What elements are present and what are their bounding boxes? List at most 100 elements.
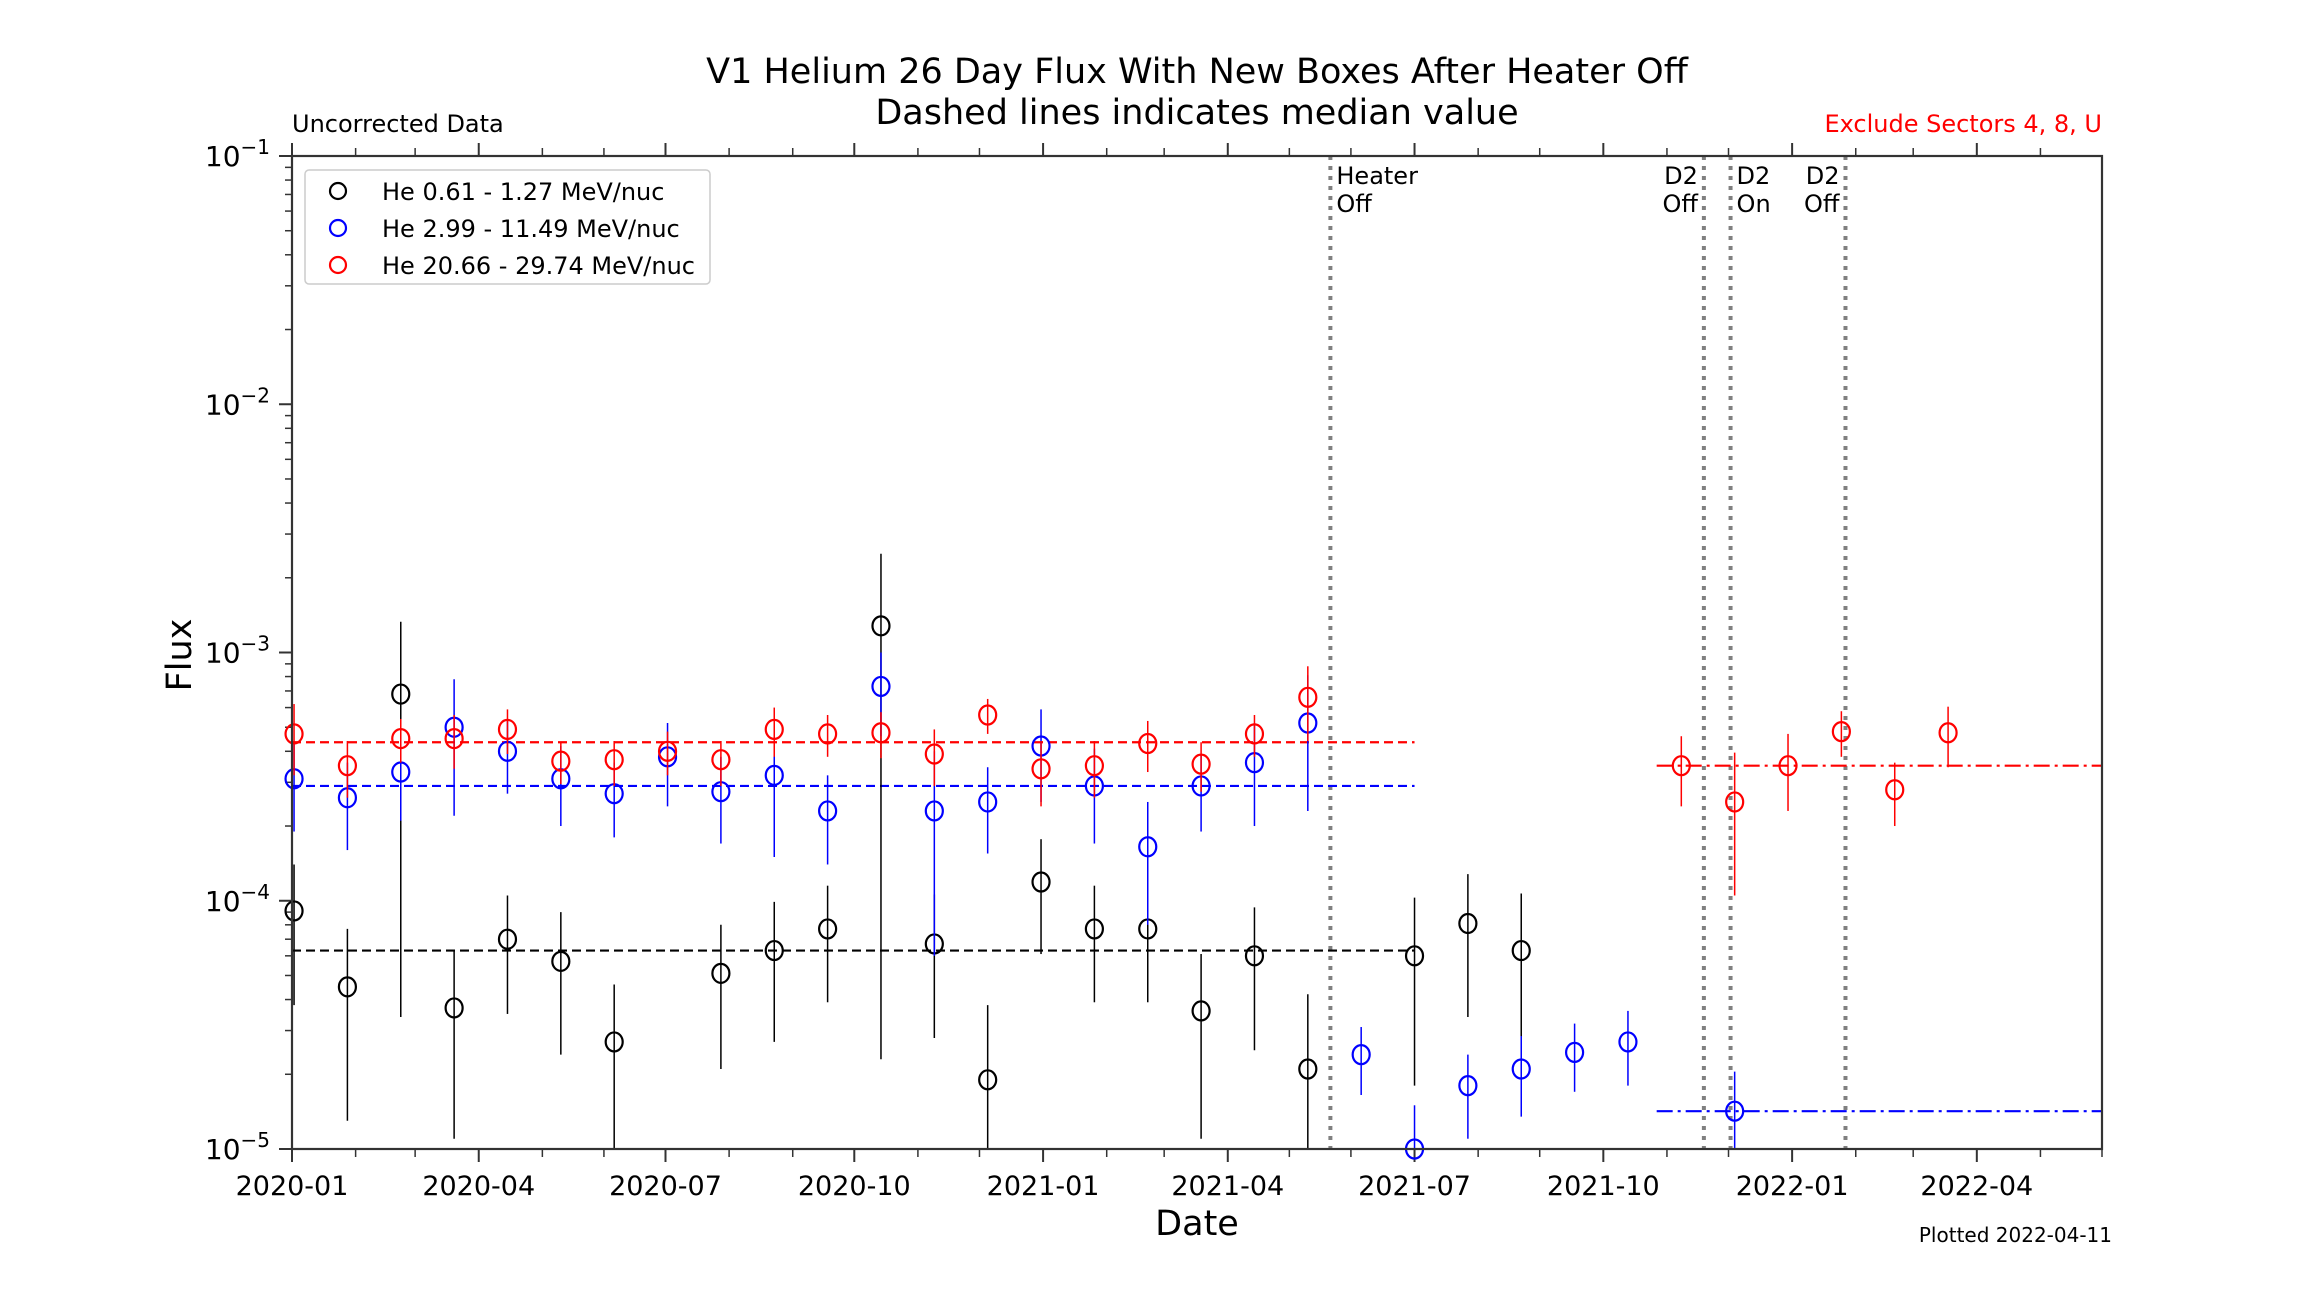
- data-point: [391, 683, 411, 705]
- legend-items: He 0.61 - 1.27 MeV/nuc He 2.99 - 11.49 Me…: [328, 178, 695, 280]
- data-point: [551, 950, 571, 972]
- event-label-line1: D2: [1737, 162, 1771, 190]
- data-point: [497, 718, 518, 741]
- data-point: [818, 800, 838, 822]
- data-point: [1031, 758, 1051, 780]
- data-point: [1618, 1031, 1638, 1053]
- data-point: [871, 675, 891, 698]
- event-label-line1: D2: [1664, 162, 1698, 190]
- event-label-line1: Heater: [1336, 162, 1418, 190]
- data-point: [764, 718, 784, 741]
- y-tick-label: 10−4: [205, 880, 270, 918]
- data-point: [1244, 723, 1265, 745]
- data-point: [1671, 755, 1691, 777]
- event-label-line2: Off: [1804, 190, 1840, 218]
- chart-title: V1 Helium 26 Day Flux With New Boxes Aft…: [706, 52, 1689, 92]
- data-point: [871, 722, 891, 744]
- data-point: [711, 749, 731, 771]
- x-tick-labels: 2020-01 2020-04 2020-07 2020-10 2021-01 2021-…: [236, 1171, 2034, 1202]
- y-tick-exponent: −3: [241, 632, 270, 656]
- data-point: [1404, 945, 1425, 967]
- data-point: [1458, 1075, 1478, 1097]
- data-point: [818, 723, 838, 745]
- event-label-line2: Off: [1662, 190, 1698, 218]
- data-point: [1031, 871, 1051, 893]
- data-point: [604, 1031, 624, 1053]
- data-point: [978, 1069, 998, 1091]
- data-point: [1298, 686, 1318, 708]
- median-lines-group: [292, 741, 2102, 1113]
- data-point: [1138, 836, 1158, 858]
- data-point: [1778, 755, 1798, 777]
- data-point: [444, 727, 464, 750]
- data-point: [1138, 732, 1158, 755]
- y-tick-exponent: −2: [241, 383, 270, 407]
- plotted-date: Plotted 2022-04-11: [1919, 1223, 2112, 1247]
- data-point: [871, 615, 891, 637]
- x-tick-label: 2021-04: [1171, 1171, 1284, 1202]
- y-tick-labels: 10−110−210−310−410−5: [205, 135, 270, 1166]
- data-point: [444, 997, 464, 1019]
- legend-label: He 0.61 - 1.27 MeV/nuc: [382, 178, 664, 206]
- event-label-line1: D2: [1806, 162, 1840, 190]
- data-point: [337, 976, 358, 998]
- data-point: [1725, 1100, 1745, 1122]
- y-tick-label: 10−3: [205, 632, 270, 670]
- data-point: [1191, 1000, 1211, 1022]
- data-point: [1511, 939, 1531, 962]
- x-tick-label: 2021-10: [1547, 1171, 1660, 1202]
- data-point: [818, 918, 838, 940]
- data-point: [978, 704, 998, 726]
- data-point: [1084, 918, 1104, 940]
- data-point: [284, 900, 304, 922]
- x-tick-label: 2020-07: [609, 1171, 722, 1202]
- legend-marker-1: [328, 218, 348, 238]
- y-tick-label: 10−1: [205, 135, 270, 173]
- y-tick-label: 10−5: [205, 1128, 270, 1166]
- data-point: [1244, 945, 1265, 967]
- data-point: [391, 727, 411, 750]
- y-tick-exponent: −1: [241, 135, 270, 159]
- data-point: [1885, 779, 1905, 801]
- y-tick-exponent: −4: [241, 880, 270, 904]
- axes-group: [279, 143, 2103, 1162]
- y-tick-exponent: −5: [241, 1128, 270, 1152]
- y-tick-base: 10: [205, 1133, 241, 1166]
- x-tick-label: 2022-01: [1736, 1171, 1849, 1202]
- data-point: [924, 800, 944, 822]
- x-tick-label: 2022-04: [1920, 1171, 2033, 1202]
- data-point: [657, 740, 678, 762]
- y-tick-base: 10: [205, 388, 241, 421]
- x-tick-label: 2021-07: [1358, 1171, 1471, 1202]
- chart-subtitle: Dashed lines indicates median value: [875, 93, 1518, 133]
- data-points-group: [284, 553, 1958, 1160]
- data-point: [1511, 1058, 1531, 1080]
- data-point: [1191, 753, 1211, 775]
- y-tick-base: 10: [205, 637, 241, 670]
- legend-marker-0: [328, 181, 348, 201]
- legend-label: He 2.99 - 11.49 MeV/nuc: [382, 215, 680, 243]
- event-label-line2: Off: [1336, 190, 1372, 218]
- exclude-sectors-note: Exclude Sectors 4, 8, U: [1824, 110, 2102, 138]
- data-point: [924, 743, 944, 765]
- x-tick-label: 2020-04: [422, 1171, 535, 1202]
- data-point: [1351, 1044, 1371, 1066]
- uncorrected-note: Uncorrected Data: [292, 110, 504, 138]
- data-point: [764, 939, 784, 962]
- series-2: [284, 666, 1958, 896]
- x-tick-label: 2021-01: [987, 1171, 1100, 1202]
- data-point: [337, 755, 358, 777]
- legend-box: [304, 169, 711, 285]
- data-point: [978, 791, 998, 813]
- y-axis-label: Flux: [160, 619, 200, 692]
- x-tick-label: 2020-01: [236, 1171, 349, 1202]
- data-point: [497, 928, 518, 950]
- legend: He 0.61 - 1.27 MeV/nuc He 2.99 - 11.49 Me…: [304, 169, 711, 285]
- data-point: [711, 962, 731, 984]
- data-point: [1831, 721, 1851, 743]
- data-point: [1298, 1058, 1318, 1080]
- legend-label: He 20.66 - 29.74 MeV/nuc: [382, 252, 695, 280]
- data-point: [551, 750, 571, 772]
